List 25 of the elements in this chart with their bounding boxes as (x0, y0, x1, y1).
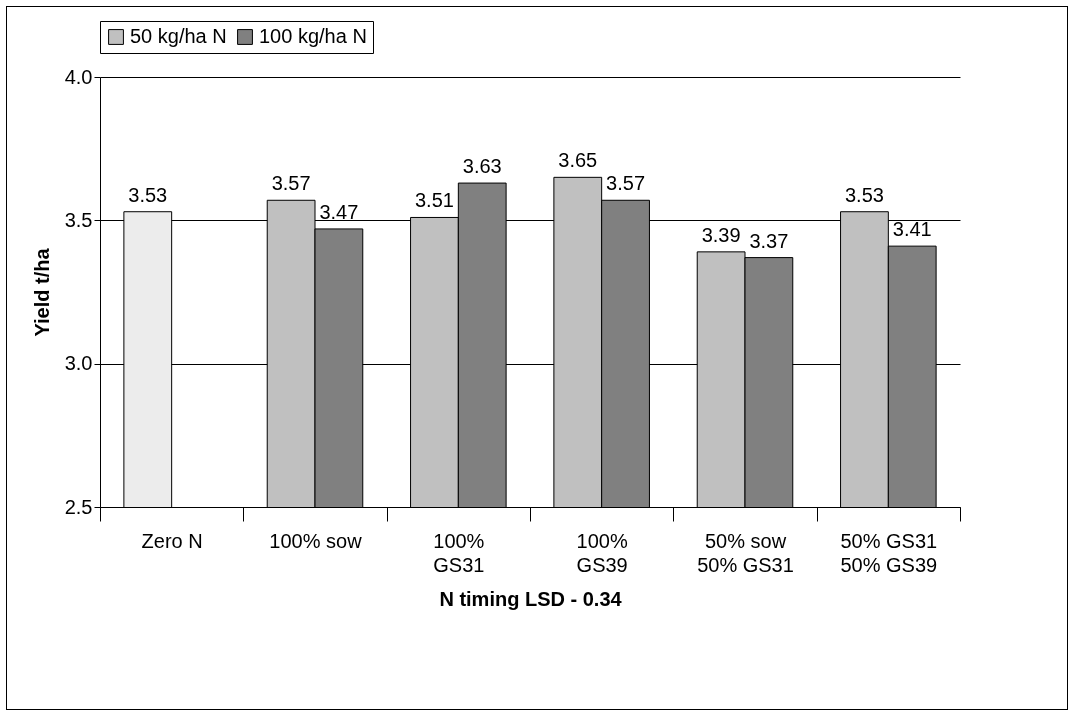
x-tick-label: 100% GS39 (576, 529, 628, 576)
legend-label: 100 kg/ha N (259, 25, 367, 47)
x-tick-label: 50% sow 50% GS31 (697, 529, 794, 576)
data-label: 3.51 (414, 189, 454, 212)
data-label: 3.39 (701, 223, 741, 246)
data-label: 3.57 (606, 172, 646, 195)
x-axis-title: N timing LSD - 0.34 (439, 587, 623, 610)
y-tick-label: 4.0 (64, 65, 93, 88)
x-tick-label: 50% GS31 50% GS39 (840, 529, 938, 576)
data-label: 3.53 (128, 183, 168, 206)
data-label: 3.63 (462, 155, 502, 178)
y-axis-title: Yield t/ha (30, 247, 53, 337)
data-label: 3.65 (558, 149, 598, 172)
data-label: 3.53 (844, 183, 884, 206)
data-label: 3.41 (892, 218, 932, 241)
y-tick-label: 2.5 (64, 495, 93, 518)
y-tick-label: 3.5 (64, 208, 93, 231)
x-tick-label: 100% GS31 (433, 529, 485, 576)
x-tick-label: 100% sow (269, 529, 363, 552)
x-tick-label: Zero N (141, 529, 203, 552)
data-label: 3.37 (749, 229, 789, 252)
data-label: 3.47 (319, 200, 359, 223)
legend-label: 50 kg/ha N (130, 25, 227, 47)
data-label: 3.57 (271, 172, 311, 195)
y-tick-label: 3.0 (64, 352, 93, 375)
